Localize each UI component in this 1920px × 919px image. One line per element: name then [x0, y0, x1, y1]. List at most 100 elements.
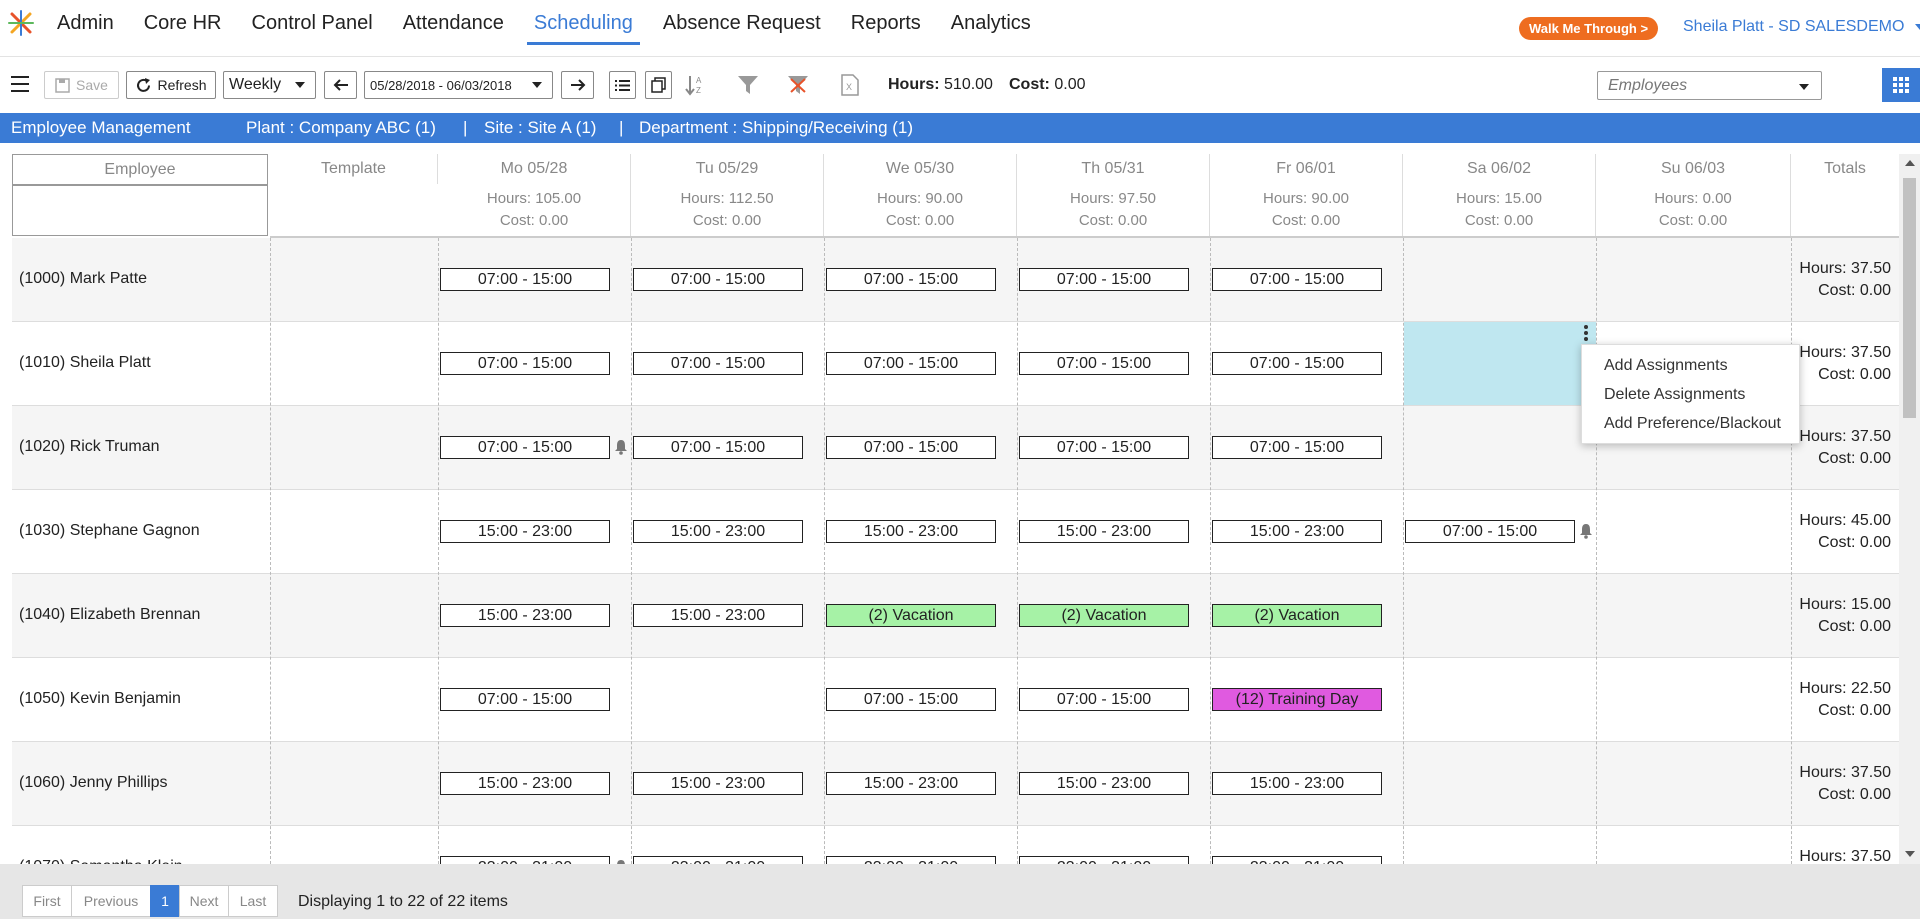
- filter-icon[interactable]: [736, 71, 760, 99]
- shift-assignment[interactable]: 07:00 - 15:00: [440, 352, 610, 375]
- shift-assignment[interactable]: 15:00 - 23:00: [1212, 520, 1382, 543]
- shift-assignment[interactable]: 15:00 - 23:00: [440, 772, 610, 795]
- previous-page-button[interactable]: Previous: [71, 885, 151, 917]
- shift-assignment[interactable]: 07:00 - 15:00: [1019, 688, 1189, 711]
- shift-assignment[interactable]: 07:00 - 15:00: [1212, 436, 1382, 459]
- next-week-button[interactable]: [561, 71, 594, 99]
- nav-item-attendance[interactable]: Attendance: [402, 12, 504, 34]
- menu-item-add-assignments[interactable]: Add Assignments: [1604, 357, 1728, 374]
- shift-assignment[interactable]: 07:00 - 15:00: [633, 268, 803, 291]
- list-view-button[interactable]: [609, 71, 636, 99]
- shift-assignment[interactable]: 15:00 - 23:00: [826, 520, 996, 543]
- user-menu[interactable]: Sheila Platt - SD SALESDEMO: [1683, 18, 1920, 36]
- employee-name[interactable]: (1070) Samantha Klein: [19, 858, 183, 864]
- shift-assignment[interactable]: 15:00 - 23:00: [633, 604, 803, 627]
- vertical-scrollbar[interactable]: [1899, 154, 1920, 864]
- shift-assignment[interactable]: 07:00 - 15:00: [633, 436, 803, 459]
- shift-assignment[interactable]: 07:00 - 15:00: [1019, 436, 1189, 459]
- employee-name[interactable]: (1010) Sheila Platt: [19, 354, 151, 371]
- hamburger-menu-icon[interactable]: [11, 76, 29, 92]
- shift-assignment[interactable]: 23:00 - 31:00: [826, 856, 996, 864]
- employee-name[interactable]: (1060) Jenny Phillips: [19, 774, 168, 791]
- employee-name[interactable]: (1050) Kevin Benjamin: [19, 690, 181, 707]
- export-excel-icon[interactable]: X: [838, 71, 862, 99]
- shift-assignment[interactable]: 07:00 - 15:00: [633, 352, 803, 375]
- menu-item-delete-assignments[interactable]: Delete Assignments: [1604, 386, 1746, 403]
- clear-filter-icon[interactable]: [786, 71, 810, 99]
- save-button[interactable]: Save: [44, 71, 119, 99]
- grid-view-button[interactable]: [1882, 68, 1920, 102]
- cost-value: 0.00: [1054, 76, 1086, 93]
- shift-assignment[interactable]: 07:00 - 15:00: [826, 688, 996, 711]
- shift-assignment[interactable]: 15:00 - 23:00: [826, 772, 996, 795]
- nav-item-core-hr[interactable]: Core HR: [143, 12, 222, 34]
- shift-assignment[interactable]: (2) Vacation: [1212, 604, 1382, 627]
- app-logo-icon[interactable]: [6, 8, 36, 38]
- employee-name[interactable]: (1040) Elizabeth Brennan: [19, 606, 201, 623]
- scroll-down-icon[interactable]: [1905, 851, 1915, 857]
- shift-assignment[interactable]: 23:00 - 31:00: [633, 856, 803, 864]
- shift-assignment[interactable]: 15:00 - 23:00: [633, 520, 803, 543]
- kebab-menu-icon[interactable]: [1582, 324, 1590, 342]
- row-total-hours: Hours: 22.50: [1799, 680, 1891, 697]
- shift-assignment[interactable]: 23:00 - 31:00: [1212, 856, 1382, 864]
- day-summary-hours: Hours: 90.00: [877, 190, 963, 207]
- shift-assignment[interactable]: 15:00 - 23:00: [440, 604, 610, 627]
- last-page-button[interactable]: Last: [228, 885, 278, 917]
- date-range-select[interactable]: 05/28/2018 - 06/03/2018: [364, 71, 553, 99]
- employee-name[interactable]: (1020) Rick Truman: [19, 438, 160, 455]
- shift-assignment[interactable]: 07:00 - 15:00: [826, 436, 996, 459]
- shift-assignment[interactable]: 07:00 - 15:00: [1212, 268, 1382, 291]
- first-page-button[interactable]: First: [22, 885, 72, 917]
- menu-item-add-preference-blackout[interactable]: Add Preference/Blackout: [1604, 415, 1781, 432]
- nav-item-scheduling[interactable]: Scheduling: [519, 0, 648, 46]
- view-select[interactable]: Weekly: [223, 71, 316, 99]
- employees-select[interactable]: Employees: [1597, 71, 1822, 100]
- selected-cell[interactable]: [1404, 322, 1596, 405]
- shift-assignment[interactable]: 07:00 - 15:00: [1405, 520, 1575, 543]
- shift-assignment[interactable]: 15:00 - 23:00: [633, 772, 803, 795]
- shift-assignment[interactable]: (2) Vacation: [1019, 604, 1189, 627]
- shift-assignment[interactable]: (12) Training Day: [1212, 688, 1382, 711]
- shift-assignment[interactable]: 07:00 - 15:00: [440, 268, 610, 291]
- nav-item-admin[interactable]: Admin: [57, 12, 114, 34]
- copy-button[interactable]: [645, 71, 672, 99]
- shift-assignment[interactable]: 15:00 - 23:00: [440, 520, 610, 543]
- shift-assignment[interactable]: 07:00 - 15:00: [826, 268, 996, 291]
- column-header-employee[interactable]: Employee: [12, 154, 268, 185]
- shift-assignment[interactable]: 07:00 - 15:00: [440, 436, 610, 459]
- bell-icon[interactable]: [614, 439, 628, 455]
- shift-assignment[interactable]: 07:00 - 15:00: [826, 352, 996, 375]
- shift-assignment[interactable]: 15:00 - 23:00: [1019, 772, 1189, 795]
- scrollbar-thumb[interactable]: [1903, 178, 1916, 418]
- page-1-button[interactable]: 1: [150, 885, 180, 917]
- day-summary: Hours: 112.50 Cost: 0.00: [631, 184, 824, 236]
- bell-icon[interactable]: [614, 859, 628, 864]
- copy-icon: [651, 77, 666, 93]
- nav-item-absence-request[interactable]: Absence Request: [662, 12, 821, 34]
- walk-me-through-button[interactable]: Walk Me Through >: [1519, 17, 1659, 40]
- shift-assignment[interactable]: 07:00 - 15:00: [1019, 268, 1189, 291]
- nav-item-control-panel[interactable]: Control Panel: [251, 12, 373, 34]
- shift-assignment[interactable]: 07:00 - 15:00: [1212, 352, 1382, 375]
- day-summary: Hours: 90.00 Cost: 0.00: [1210, 184, 1403, 236]
- shift-assignment[interactable]: 15:00 - 23:00: [1212, 772, 1382, 795]
- previous-week-button[interactable]: [324, 71, 357, 99]
- refresh-button[interactable]: Refresh: [126, 71, 216, 99]
- shift-assignment[interactable]: 23:00 - 31:00: [440, 856, 610, 864]
- scroll-up-icon[interactable]: [1905, 160, 1915, 166]
- shift-assignment[interactable]: 23:00 - 31:00: [1019, 856, 1189, 864]
- next-page-button[interactable]: Next: [179, 885, 229, 917]
- employee-name[interactable]: (1000) Mark Patte: [19, 270, 148, 287]
- shift-assignment[interactable]: 07:00 - 15:00: [440, 688, 610, 711]
- row-totals: Hours: 37.50 Cost: 0.00: [1791, 258, 1891, 302]
- employee-name[interactable]: (1030) Stephane Gagnon: [19, 522, 200, 539]
- nav-item-reports[interactable]: Reports: [850, 12, 921, 34]
- shift-assignment[interactable]: 15:00 - 23:00: [1019, 520, 1189, 543]
- bell-icon[interactable]: [1579, 523, 1593, 539]
- shift-assignment[interactable]: 07:00 - 15:00: [1019, 352, 1189, 375]
- chevron-down-icon: [295, 82, 305, 88]
- shift-assignment[interactable]: (2) Vacation: [826, 604, 996, 627]
- nav-item-analytics[interactable]: Analytics: [950, 12, 1031, 34]
